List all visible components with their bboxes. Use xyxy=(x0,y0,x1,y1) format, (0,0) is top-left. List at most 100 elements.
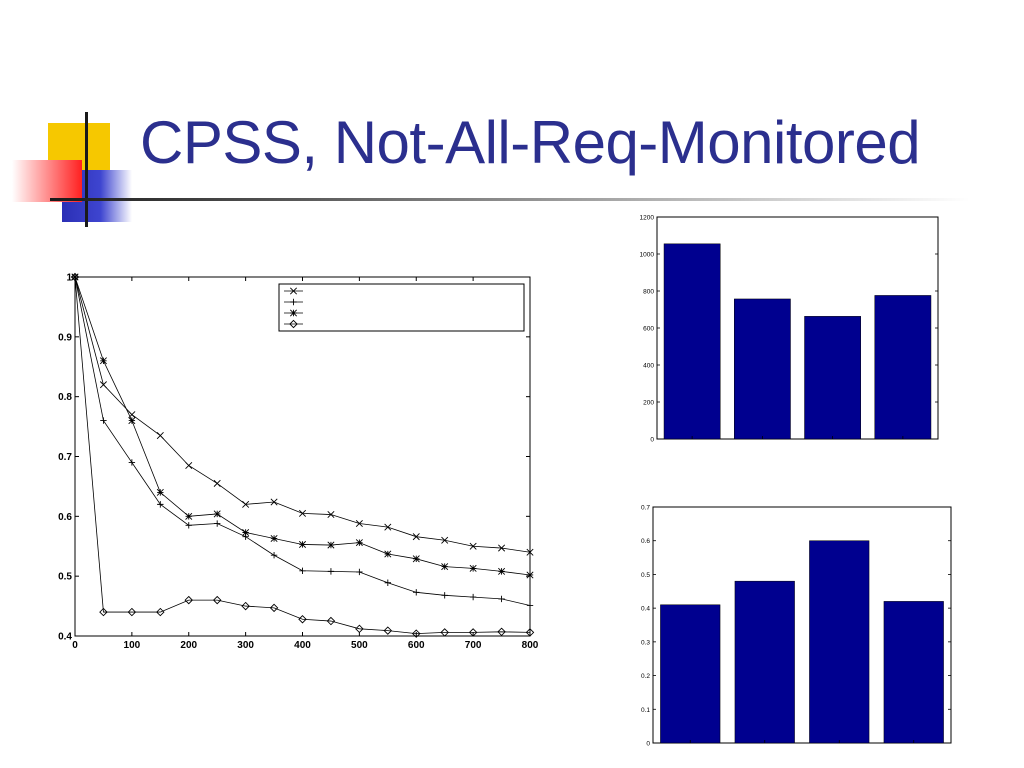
x-tick-label: 200 xyxy=(180,640,197,651)
series-point-3 xyxy=(213,510,221,518)
series-point-1 xyxy=(99,381,107,389)
y-tick-label: 0.9 xyxy=(58,332,72,343)
y-tick-label: 0.7 xyxy=(58,452,72,463)
series-line-4 xyxy=(74,276,531,635)
y-tick-label: 0.7 xyxy=(641,505,650,512)
series-point-4 xyxy=(440,628,449,637)
series-point-2 xyxy=(413,589,420,596)
series-point-3 xyxy=(412,555,420,563)
series-point-1 xyxy=(355,519,363,528)
y-tick-label: 0 xyxy=(646,741,650,748)
series-point-4 xyxy=(156,607,165,617)
decor-vertical-line xyxy=(85,112,88,227)
bar xyxy=(804,316,861,440)
y-tick-label: 0.4 xyxy=(641,606,650,613)
x-tick-label: 300 xyxy=(237,640,254,651)
series-point-1 xyxy=(498,544,506,552)
series-point-4 xyxy=(241,601,250,611)
series-point-1 xyxy=(156,432,164,440)
series-point-2 xyxy=(327,568,335,575)
bar xyxy=(883,601,944,744)
y-tick-label: 600 xyxy=(643,326,654,333)
series-point-4 xyxy=(127,607,137,617)
y-tick-label: 1200 xyxy=(640,215,655,222)
series-point-4 xyxy=(269,603,279,613)
y-tick-label: 800 xyxy=(643,289,654,296)
series-point-2 xyxy=(157,501,164,508)
series-point-3 xyxy=(156,488,164,496)
series-point-2 xyxy=(100,417,107,424)
y-tick-label: 0.2 xyxy=(641,673,650,680)
series-point-3 xyxy=(327,541,335,549)
series-point-2 xyxy=(128,459,136,466)
series-point-4 xyxy=(298,615,307,624)
x-tick-label: 400 xyxy=(294,640,311,651)
series-point-1 xyxy=(526,548,534,556)
series-point-2 xyxy=(299,567,306,574)
series-point-2 xyxy=(526,602,534,609)
series-point-2 xyxy=(270,552,278,559)
legend-box xyxy=(278,283,525,332)
y-tick-label: 0.5 xyxy=(641,572,650,579)
series-point-1 xyxy=(441,536,449,544)
y-tick-label: 0.6 xyxy=(58,512,72,523)
y-tick-label: 0.8 xyxy=(58,392,72,403)
series-point-2 xyxy=(469,593,477,601)
legend-marker xyxy=(290,298,297,306)
y-tick-label: 0 xyxy=(650,437,654,444)
series-point-1 xyxy=(213,479,221,487)
decor-horizontal-line xyxy=(50,198,970,201)
bar xyxy=(660,604,721,744)
y-tick-label: 0.5 xyxy=(58,572,72,583)
y-tick-label: 0.1 xyxy=(641,707,650,714)
series-point-3 xyxy=(99,357,107,365)
x-tick-label: 600 xyxy=(408,640,425,651)
series-point-3 xyxy=(270,534,278,542)
series-point-2 xyxy=(213,520,221,527)
series-point-4 xyxy=(99,607,108,617)
series-point-3 xyxy=(298,540,307,548)
series-point-1 xyxy=(384,523,392,531)
series-point-3 xyxy=(128,417,136,425)
legend-marker xyxy=(289,287,298,295)
bar xyxy=(734,298,791,440)
x-tick-label: 500 xyxy=(351,640,368,651)
y-tick-label: 0.6 xyxy=(641,538,650,545)
series-point-1 xyxy=(185,461,193,469)
y-tick-label: 400 xyxy=(643,363,654,370)
series-point-2 xyxy=(384,579,392,586)
x-tick-label: 700 xyxy=(465,640,482,651)
series-point-3 xyxy=(441,563,449,571)
series-point-1 xyxy=(270,498,278,506)
series-point-3 xyxy=(185,512,193,520)
y-tick-label: 200 xyxy=(643,400,654,407)
y-tick-label: 0.3 xyxy=(641,639,650,646)
series-point-3 xyxy=(242,528,250,537)
y-tick-label: 0.4 xyxy=(58,632,72,643)
series-point-4 xyxy=(70,272,80,282)
series-point-4 xyxy=(525,628,535,637)
x-tick-label: 100 xyxy=(124,640,141,651)
series-point-1 xyxy=(298,509,307,517)
bar xyxy=(874,295,932,440)
series-point-4 xyxy=(212,595,222,605)
plot-frame xyxy=(74,276,531,637)
legend-marker xyxy=(289,319,298,329)
x-tick-label: 800 xyxy=(522,640,539,651)
decor-red-bar xyxy=(12,160,82,202)
y-tick-label: 1000 xyxy=(640,252,655,259)
bar xyxy=(663,243,721,440)
series-point-4 xyxy=(355,624,364,634)
series-point-3 xyxy=(469,564,477,572)
series-point-4 xyxy=(383,626,393,635)
series-point-4 xyxy=(184,595,193,605)
series-point-2 xyxy=(441,592,448,599)
bar xyxy=(809,540,870,744)
series-point-3 xyxy=(526,571,534,579)
bar xyxy=(734,580,795,744)
series-point-3 xyxy=(384,550,392,558)
series-point-4 xyxy=(497,627,506,637)
